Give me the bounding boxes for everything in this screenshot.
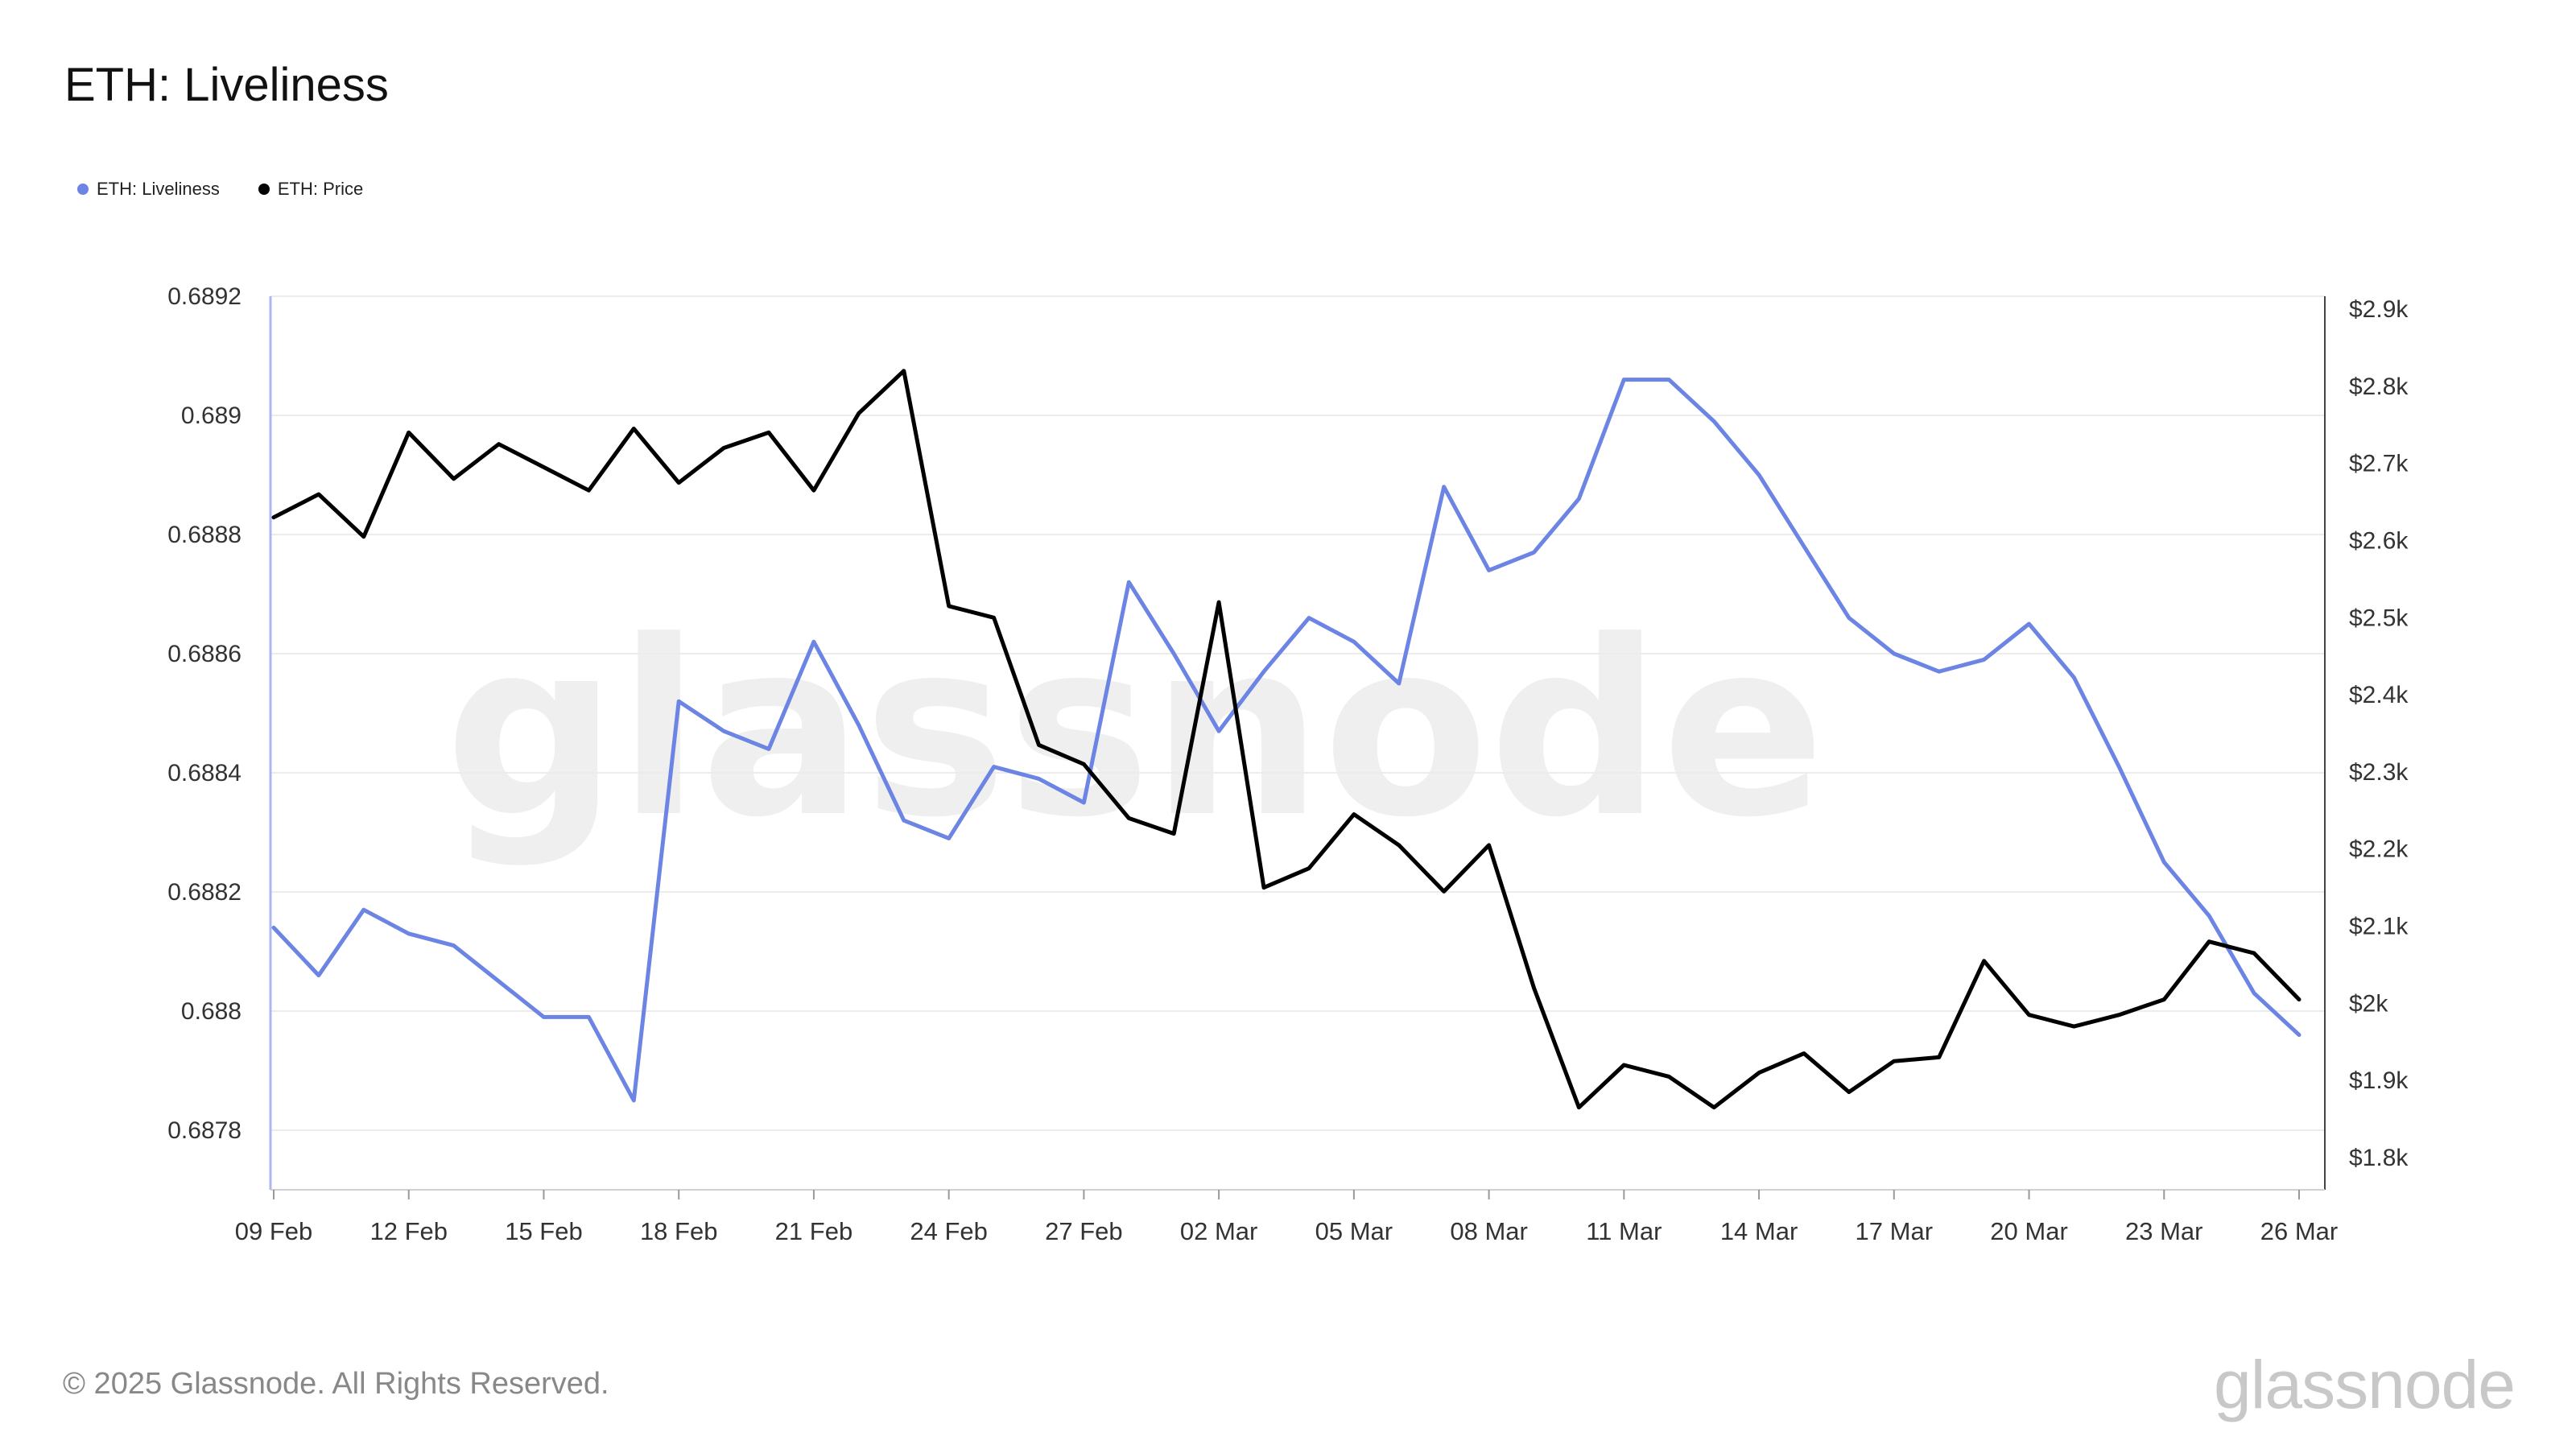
x-axis-tick-label: 21 Feb — [775, 1217, 853, 1245]
right-axis-tick-label: $2.9k — [2349, 296, 2409, 323]
left-axis-tick-label: 0.6882 — [167, 879, 242, 906]
right-axis-tick-label: $2.6k — [2349, 527, 2409, 554]
left-axis-tick-label: 0.6888 — [167, 522, 242, 548]
series-line-eth-liveliness — [271, 378, 2301, 1103]
x-axis-tick-label: 24 Feb — [910, 1217, 988, 1245]
legend-item-price[interactable]: ETH: Price — [258, 179, 363, 200]
x-axis-tick-label: 20 Mar — [1990, 1217, 2067, 1245]
chart-title: ETH: Liveliness — [64, 59, 389, 111]
legend-dot-icon — [258, 184, 270, 195]
legend-dot-icon — [77, 184, 89, 195]
glassnode-logo: glassnode — [2214, 1347, 2516, 1422]
left-axis-tick-label: 0.688 — [181, 998, 242, 1025]
x-axis-tick-label: 14 Mar — [1720, 1217, 1798, 1245]
x-axis-tick-label: 23 Mar — [2125, 1217, 2202, 1245]
right-axis-tick-label: $2.8k — [2349, 374, 2409, 400]
right-axis-ticks: $1.8k $1.9k $2k $2.1k $2.2k $2.3k $2.4k $2.5k $2… — [2349, 296, 2409, 1171]
legend-item-liveliness[interactable]: ETH: Liveliness — [77, 179, 220, 200]
x-axis-tick-label: 17 Mar — [1856, 1217, 1933, 1245]
right-axis-tick-label: $2k — [2349, 990, 2388, 1017]
left-axis-tick-label: 0.689 — [181, 402, 242, 429]
series-line-eth-price — [271, 369, 2301, 1110]
left-axis-tick-label: 0.6878 — [167, 1117, 242, 1144]
x-axis-tick-label: 26 Mar — [2260, 1217, 2338, 1245]
x-axis-tick-label: 08 Mar — [1450, 1217, 1527, 1245]
x-axis-tick-label: 15 Feb — [505, 1217, 583, 1245]
x-axis-tick-label: 27 Feb — [1045, 1217, 1123, 1245]
left-axis-tick-label: 0.6886 — [167, 641, 242, 667]
right-axis-tick-label: $2.5k — [2349, 605, 2409, 631]
right-axis-tick-label: $1.8k — [2349, 1145, 2409, 1171]
right-axis-tick-label: $2.3k — [2349, 759, 2409, 786]
right-axis-tick-label: $2.4k — [2349, 682, 2409, 708]
x-axis-tick-label: 12 Feb — [369, 1217, 448, 1245]
watermark-text: glassnode — [444, 589, 1825, 870]
right-axis-tick-label: $2.7k — [2349, 451, 2409, 477]
axes — [269, 296, 2326, 1191]
grid-lines — [270, 295, 2325, 1131]
x-axis-tick-label: 11 Mar — [1586, 1217, 1662, 1245]
x-axis-tick-label: 18 Feb — [640, 1217, 718, 1245]
x-axis-tick-label: 05 Mar — [1315, 1217, 1393, 1245]
right-axis-tick-label: $2.2k — [2349, 836, 2409, 863]
x-axis-ticks: 09 Feb 12 Feb 15 Feb 18 Feb 21 Feb 24 Feb 27 F… — [235, 1190, 2338, 1245]
x-axis-tick-label: 02 Mar — [1180, 1217, 1257, 1245]
x-axis-tick-label: 09 Feb — [235, 1217, 313, 1245]
right-axis-tick-label: $1.9k — [2349, 1067, 2409, 1094]
chart-legend: ETH: Liveliness ETH: Price — [77, 179, 402, 200]
left-axis-ticks: 0.6878 0.688 0.6882 0.6884 0.6886 0.6888 0.689… — [167, 283, 242, 1144]
left-axis-tick-label: 0.6892 — [167, 283, 242, 310]
left-axis-tick-label: 0.6884 — [167, 760, 242, 786]
legend-label-liveliness: ETH: Liveliness — [97, 179, 220, 199]
series-layer — [271, 369, 2301, 1110]
right-axis-tick-label: $2.1k — [2349, 914, 2409, 940]
copyright-text: © 2025 Glassnode. All Rights Reserved. — [63, 1367, 609, 1401]
legend-label-price: ETH: Price — [277, 179, 364, 199]
